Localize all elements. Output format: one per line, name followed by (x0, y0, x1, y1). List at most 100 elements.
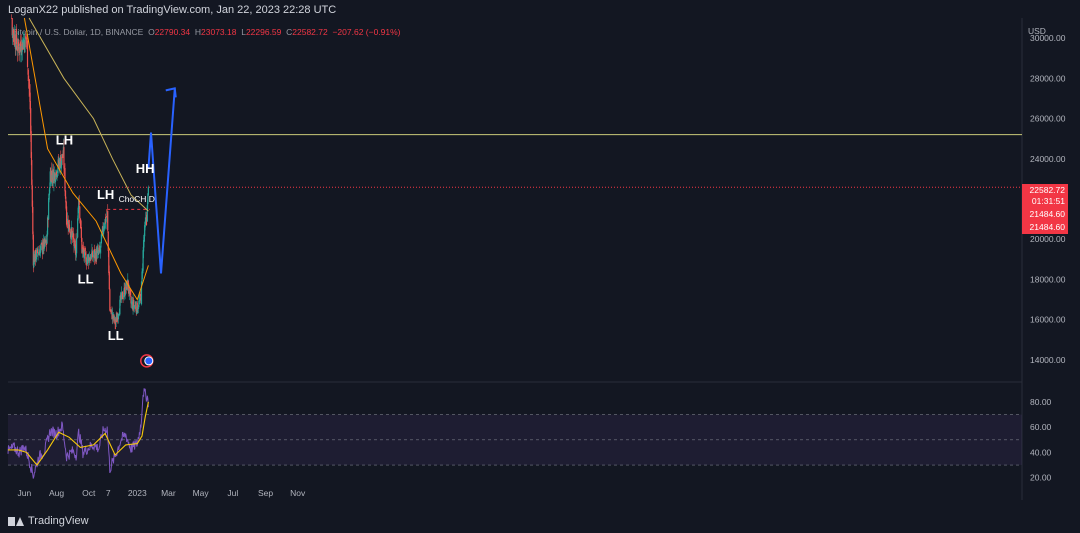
candle-body (20, 44, 22, 53)
chart-annotation: LL (108, 328, 124, 343)
candle-body (77, 218, 79, 238)
candle-body (79, 218, 81, 224)
candle-body (84, 252, 87, 256)
high-value: 23073.18 (201, 27, 237, 37)
candle-body (107, 210, 109, 231)
candle-body (74, 244, 77, 255)
candle-body (139, 293, 142, 297)
candle-body (144, 223, 146, 228)
chart-annotation: LL (78, 271, 94, 286)
level-tag-1: 21484.60 (1022, 208, 1068, 221)
candle-body (64, 190, 67, 199)
candle-body (79, 206, 81, 219)
candle-body (77, 207, 79, 220)
candle-body (14, 34, 16, 46)
change-value: −207.62 (−0.91%) (332, 27, 401, 37)
candle-body (31, 160, 33, 185)
candle-body (109, 289, 111, 311)
candle-body (32, 234, 34, 266)
candle-body (27, 68, 29, 75)
candle-body (138, 300, 140, 308)
candle-body (143, 240, 145, 252)
candle-body (122, 297, 124, 299)
candle-body (24, 36, 27, 38)
time-tick-label: Mar (161, 488, 176, 498)
candle-body (108, 251, 110, 274)
candle-body (80, 221, 82, 226)
candle-body (49, 187, 51, 194)
candle-body (96, 250, 98, 259)
candle-body (117, 316, 119, 320)
candle-body (139, 294, 141, 301)
moving-average-line (28, 17, 149, 212)
candle-body (54, 179, 57, 183)
candle-body (76, 238, 78, 254)
candle-body (16, 47, 19, 52)
price-tick-label: 16000.00 (1030, 315, 1066, 325)
candle-body (122, 295, 125, 298)
candle-body (35, 250, 38, 260)
candle-body (106, 216, 108, 217)
candle-body (27, 75, 30, 80)
close-value: 22582.72 (292, 27, 328, 37)
candle-body (99, 249, 101, 252)
candle-body (51, 170, 53, 175)
candle-body (90, 254, 92, 259)
candle-body (97, 248, 99, 251)
bar-countdown: 01:31:51 (1031, 196, 1065, 206)
candle-body (26, 41, 29, 68)
candle-body (80, 227, 82, 238)
time-tick-label: Jun (17, 488, 31, 498)
candle-body (30, 131, 32, 158)
candle-body (108, 271, 110, 290)
candle-body (114, 318, 116, 325)
time-tick-label: Jul (227, 488, 238, 498)
publish-header: LoganX22 published on TradingView.com, J… (8, 4, 337, 16)
candle-body (20, 41, 22, 46)
candle-body (53, 172, 56, 175)
time-tick-label: Oct (82, 488, 96, 498)
high-label: H (194, 27, 202, 37)
footer-brand[interactable]: TradingView (8, 515, 89, 527)
candle-body (17, 42, 20, 47)
candle-body (55, 171, 58, 177)
candle-body (46, 233, 48, 244)
candle-body (129, 287, 131, 291)
candle-body (15, 28, 18, 45)
candle-body (102, 228, 105, 235)
candle-body (81, 238, 83, 253)
candle-body (48, 193, 50, 200)
candle-body (81, 248, 84, 253)
rsi-line (7, 388, 149, 479)
candle-body (26, 38, 28, 44)
candle-body (140, 281, 143, 305)
candle-body (132, 299, 135, 307)
moving-average-line (23, 17, 149, 301)
candle-body (51, 177, 53, 180)
open-label: O (148, 27, 155, 37)
time-tick-label: 2023 (128, 488, 147, 498)
candle-body (41, 242, 43, 253)
flag-icon (144, 356, 154, 366)
candle-body (136, 302, 138, 313)
time-tick-label: Sep (258, 488, 273, 498)
ohlc-legend: Bitcoin / U.S. Dollar, 1D, BINANCE O2279… (12, 27, 401, 37)
price-tick-label: 20000.00 (1030, 234, 1066, 244)
projection-path (147, 88, 176, 274)
candle-body (104, 219, 106, 228)
candle-body (29, 87, 31, 96)
candle-body (70, 227, 72, 240)
candle-body (146, 205, 148, 222)
candle-body (57, 170, 59, 174)
candle-body (68, 219, 70, 230)
candle-body (113, 316, 116, 320)
close-label: C (286, 27, 293, 37)
candle-body (28, 80, 30, 88)
candle-body (134, 305, 136, 306)
candle-body (84, 247, 86, 252)
candle-body (135, 306, 137, 310)
candle-body (83, 249, 86, 259)
candle-body (46, 217, 49, 235)
candle-body (100, 241, 102, 248)
